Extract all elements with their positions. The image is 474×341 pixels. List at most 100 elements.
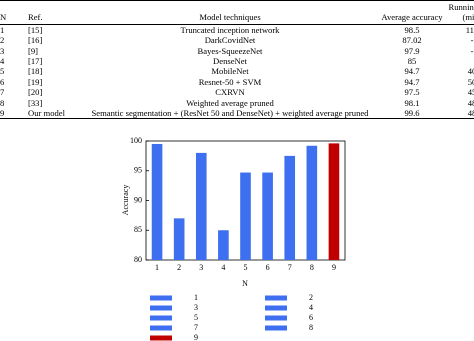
table-cell: [18] — [28, 66, 43, 77]
bar — [306, 145, 318, 260]
column-header: Running time (min) — [444, 0, 474, 25]
table-cell: 7 — [0, 87, 5, 98]
bar — [151, 143, 163, 260]
y-tick-label: 85 — [134, 225, 142, 234]
legend-swatch — [150, 305, 172, 311]
table-cell: DarkCovidNet — [204, 35, 256, 46]
table-cell: 97.9 — [404, 45, 420, 56]
x-tick-label: 8 — [310, 263, 314, 272]
table-row: 8 [33] Weighted average pruned 98.1 48 — [0, 98, 474, 108]
legend-label: 5 — [194, 313, 198, 322]
table-cell: 98.5 — [404, 24, 420, 35]
legend-swatch — [265, 315, 287, 321]
table-cell: Bayes-SqueezeNet — [197, 45, 263, 56]
y-tick-label: 80 — [134, 255, 142, 264]
x-tick-label: 2 — [177, 263, 181, 272]
y-tick-label: 90 — [134, 195, 142, 204]
table-cell: 8 — [0, 97, 5, 108]
table-cell: - — [470, 35, 474, 46]
legend-swatch — [265, 325, 287, 331]
column-header: Model techniques — [80, 0, 380, 25]
table-body: 1[15]Truncated inception network98.51102… — [0, 24, 474, 120]
legend-label: 2 — [309, 293, 313, 302]
table-cell: 48 — [444, 108, 474, 120]
table-cell: [9] — [28, 45, 39, 56]
bar — [218, 230, 229, 260]
legend-swatch — [265, 305, 287, 311]
x-tick-label: 4 — [221, 263, 225, 272]
table-cell: 98.1 — [404, 97, 420, 108]
table-cell: DenseNet — [213, 56, 247, 67]
bar — [195, 152, 207, 260]
table-cell: 3 — [0, 45, 5, 56]
legend-swatch — [150, 295, 172, 301]
bar — [262, 172, 273, 260]
legend-swatch — [150, 335, 172, 341]
table-row: 3 [9] Bayes-SqueezeNet 97.9 - — [0, 46, 474, 56]
table-row: 1 [15] Truncated inception network 98.5 110 — [0, 24, 474, 35]
table-cell: Truncated inception network — [180, 24, 280, 35]
table-cell: [16] — [28, 35, 43, 46]
table-row: 4 [17] DenseNet 85 — [0, 56, 474, 66]
table-row: 5 [18] MobileNet 94.7 40 — [0, 66, 474, 76]
legend-swatch — [150, 325, 172, 331]
table-cell: 2 — [0, 35, 5, 46]
table-cell: 94.7 — [404, 76, 420, 87]
legend-label: 8 — [309, 323, 313, 332]
legend-swatch — [265, 295, 287, 301]
table-cell: 1 — [0, 24, 5, 35]
table-cell: [33] — [28, 97, 43, 108]
bar — [284, 155, 296, 260]
x-tick-label: 9 — [332, 263, 336, 272]
table-cell: 40 — [467, 66, 474, 77]
x-axis-label: N — [242, 279, 248, 288]
table-cell: 110 — [465, 24, 474, 35]
table-cell: Resnet-50 + SVM — [198, 76, 262, 87]
column-header: N — [0, 0, 28, 25]
legend-label: 1 — [194, 293, 198, 302]
table-cell: 97.5 — [404, 87, 420, 98]
legend-label: 9 — [194, 333, 198, 341]
table-cell: CXRVN — [215, 87, 245, 98]
table-row: 7 [20] CXRVN 97.5 45 — [0, 87, 474, 97]
table-cell: 6 — [0, 76, 5, 87]
column-header: Ref. — [28, 0, 80, 25]
table-cell: 48 — [467, 97, 474, 108]
x-tick-label: 5 — [244, 263, 248, 272]
table-cell: [15] — [28, 24, 43, 35]
table-cell: Semantic segmentation + (ResNet 50 and D… — [80, 108, 380, 120]
table-wrap: N Ref. Model techniques Average accuracy Run… — [0, 0, 474, 122]
column-header: Average accuracy — [380, 0, 444, 25]
table-cell: 9 — [0, 108, 28, 120]
table: N Ref. Model techniques Average accuracy Run… — [0, 0, 474, 120]
table-cell: 87.02 — [402, 35, 422, 46]
legend-label: 4 — [309, 303, 313, 312]
table-cell: Weighted average pruned — [186, 97, 274, 108]
table-cell: 50 — [467, 76, 474, 87]
legend-label: 6 — [309, 313, 313, 322]
x-tick-label: 3 — [199, 263, 203, 272]
table-row: 9 Our model Semantic segmentation + (ResNe… — [0, 108, 474, 120]
table-cell: [19] — [28, 76, 43, 87]
x-tick-label: 6 — [266, 263, 270, 272]
legend-swatch — [150, 315, 172, 321]
bar — [173, 218, 185, 260]
table-cell: 99.6 — [380, 108, 444, 120]
y-tick-label: 95 — [134, 166, 142, 175]
y-tick-label: 100 — [130, 136, 142, 145]
table-cell: 94.7 — [404, 66, 420, 77]
legend-label: 7 — [194, 323, 198, 332]
x-tick-label: 7 — [288, 263, 292, 272]
x-tick-label: 1 — [155, 263, 159, 272]
table-cell: [17] — [28, 56, 43, 67]
table-row: 2 [16] DarkCovidNet 87.02 - — [0, 35, 474, 45]
bar — [240, 172, 251, 260]
legend-label: 3 — [194, 303, 198, 312]
table-cell: [20] — [28, 87, 43, 98]
y-axis-label: Accuracy — [121, 185, 130, 216]
table-cell: Our model — [28, 108, 80, 120]
table-cell: MobileNet — [211, 66, 249, 77]
table-row: 6 [19] Resnet-50 + SVM 94.7 50 — [0, 77, 474, 87]
